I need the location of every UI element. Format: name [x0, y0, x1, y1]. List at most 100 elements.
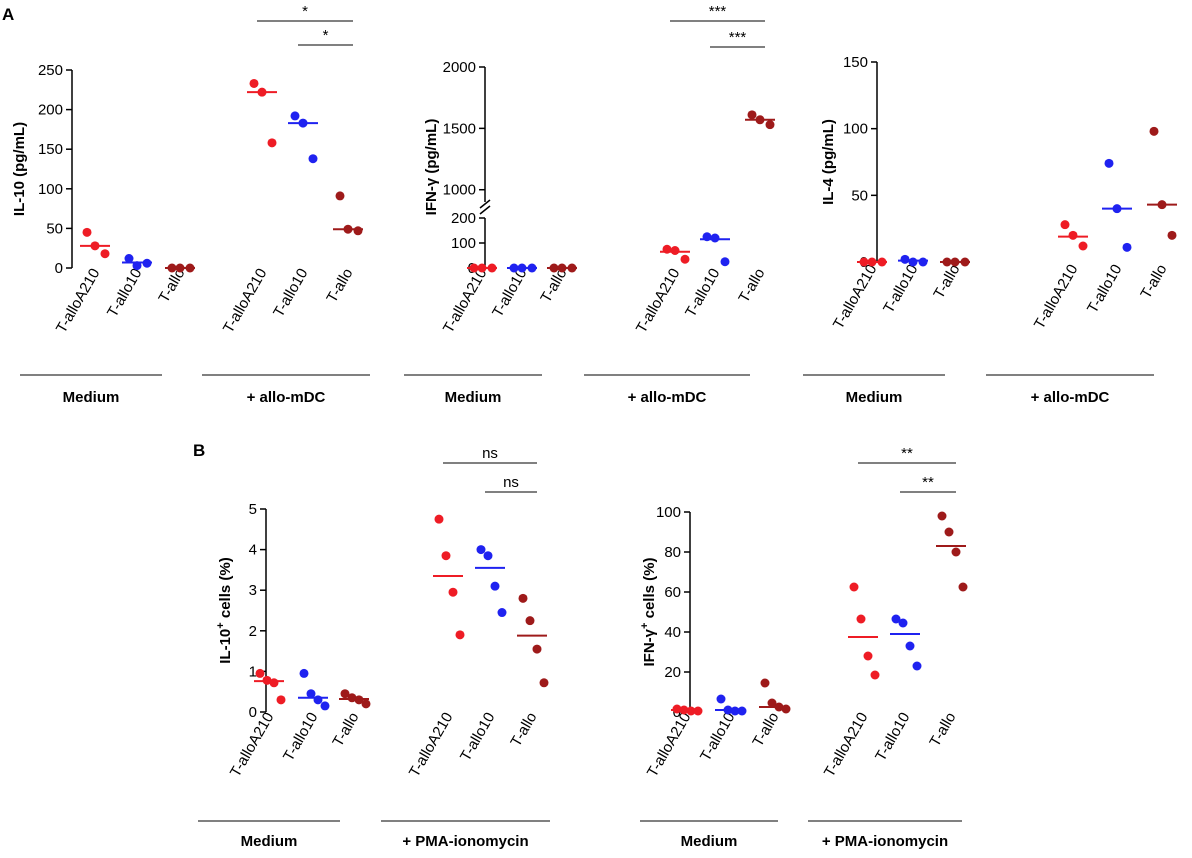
data-point: [710, 233, 720, 243]
x-tick-label: T-alloA210: [1031, 262, 1082, 333]
x-tick-label: T-alloA210: [644, 710, 695, 781]
data-point: [781, 704, 791, 714]
data-point: [737, 706, 747, 716]
data-point: [912, 661, 922, 671]
data-point: [877, 257, 887, 267]
data-point: [944, 527, 954, 537]
axis-break-mark: [479, 199, 491, 209]
significance-label: ***: [729, 29, 747, 46]
data-point: [340, 689, 350, 699]
x-tick-label: T-alloA210: [406, 710, 457, 781]
data-point: [686, 706, 696, 716]
data-point: [517, 263, 527, 273]
data-point: [487, 263, 497, 273]
data-point: [950, 257, 960, 267]
y-tick-label: 200: [451, 210, 476, 227]
x-tick-label: T-alloA210: [830, 262, 881, 333]
data-point: [557, 263, 567, 273]
y-tick-label: 100: [843, 121, 868, 138]
data-point: [755, 115, 765, 125]
data-point: [320, 701, 330, 711]
data-point: [918, 257, 928, 267]
group-label: + allo-mDC: [247, 389, 326, 406]
data-point: [958, 582, 968, 592]
y-axis-label: IFN-γ (pg/mL): [423, 119, 440, 216]
x-tick-label: T-alloA210: [440, 266, 491, 337]
group-label: + allo-mDC: [1031, 389, 1110, 406]
y-tick-label: 1500: [443, 120, 476, 137]
data-point: [469, 263, 479, 273]
y-tick-label: 1000: [443, 182, 476, 199]
data-point: [347, 693, 357, 703]
significance-label: *: [323, 27, 329, 44]
data-point: [353, 226, 363, 236]
group-label: + allo-mDC: [628, 389, 707, 406]
data-point: [859, 257, 869, 267]
x-tick-label: T-allo10: [697, 710, 738, 765]
data-point: [549, 263, 559, 273]
group-label: + PMA-ionomycin: [402, 833, 528, 850]
y-tick-label: 20: [664, 664, 681, 681]
data-point: [527, 263, 537, 273]
data-point: [185, 263, 195, 273]
y-tick-label: 40: [664, 624, 681, 641]
data-point: [539, 678, 549, 688]
y-axis-label: IFN-γ+ cells (%): [639, 558, 658, 667]
x-tick-label: T-allo10: [880, 262, 921, 317]
axis-break-mark: [479, 205, 491, 215]
y-tick-label: 100: [656, 504, 681, 521]
data-point: [1068, 230, 1078, 240]
data-point: [497, 608, 507, 618]
data-point: [1078, 241, 1088, 251]
x-tick-label: T-allo: [329, 710, 362, 750]
y-tick-label: 100: [38, 181, 63, 198]
data-point: [891, 614, 901, 624]
y-tick-label: 0: [55, 260, 63, 277]
data-point: [354, 695, 364, 705]
data-point: [290, 111, 300, 121]
panel-label-b: B: [193, 441, 205, 460]
data-point: [313, 695, 323, 705]
data-point: [951, 547, 961, 557]
data-point: [455, 630, 465, 640]
significance-label: ***: [709, 3, 727, 20]
x-tick-label: T-allo10: [489, 266, 530, 321]
y-tick-label: 1: [249, 663, 257, 680]
data-point: [767, 698, 777, 708]
x-tick-label: T-allo10: [872, 710, 913, 765]
data-point: [900, 254, 910, 264]
y-tick-label: 5: [249, 501, 257, 518]
data-point: [672, 704, 682, 714]
data-point: [662, 244, 672, 254]
data-point: [434, 514, 444, 524]
data-point: [908, 257, 918, 267]
data-point: [267, 138, 277, 148]
y-tick-label: 150: [843, 54, 868, 71]
y-tick-label: 200: [38, 102, 63, 119]
data-point: [532, 644, 542, 654]
x-tick-label: T-allo10: [280, 710, 321, 765]
y-tick-label: 150: [38, 141, 63, 158]
data-point: [100, 249, 110, 259]
data-point: [730, 706, 740, 716]
significance-label: ns: [482, 445, 498, 462]
data-point: [679, 705, 689, 715]
data-point: [257, 87, 267, 97]
data-point: [448, 587, 458, 597]
data-point: [723, 705, 733, 715]
data-point: [1157, 200, 1167, 210]
y-tick-label: 100: [451, 235, 476, 252]
y-tick-label: 2: [249, 623, 257, 640]
data-point: [680, 254, 690, 264]
x-tick-label: T-allo: [749, 710, 782, 750]
data-point: [870, 670, 880, 680]
y-tick-label: 4: [249, 542, 257, 559]
data-point: [142, 258, 152, 268]
y-axis-label: IL-10+ cells (%): [215, 557, 234, 663]
data-point: [509, 263, 519, 273]
data-point: [1112, 204, 1122, 214]
group-label: Medium: [63, 389, 120, 406]
x-tick-label: T-alloA210: [633, 266, 684, 337]
x-tick-label: T-alloA210: [220, 266, 271, 337]
